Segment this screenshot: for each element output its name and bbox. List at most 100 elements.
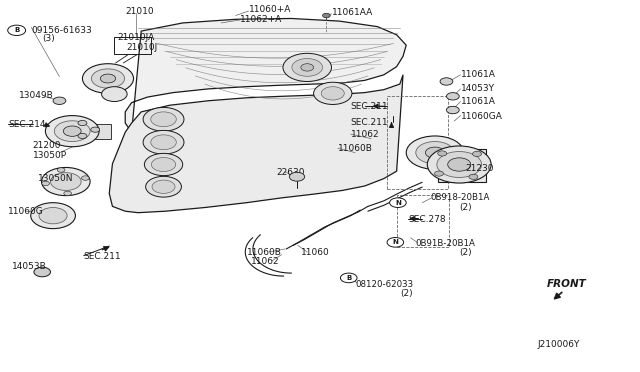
Text: SEC.211: SEC.211 (84, 252, 122, 261)
Circle shape (437, 151, 481, 177)
Circle shape (54, 121, 90, 141)
Text: 11060B: 11060B (246, 248, 282, 257)
Circle shape (31, 203, 76, 229)
Circle shape (390, 198, 406, 208)
Circle shape (321, 87, 344, 100)
Circle shape (428, 146, 491, 183)
Polygon shape (109, 75, 403, 213)
Circle shape (416, 141, 454, 164)
Text: 14053B: 14053B (12, 262, 47, 271)
Circle shape (143, 108, 184, 131)
Circle shape (387, 237, 404, 247)
Text: 21010: 21010 (125, 7, 154, 16)
Circle shape (145, 153, 182, 176)
Circle shape (78, 134, 87, 138)
Bar (438, 149, 486, 182)
Text: B: B (14, 28, 19, 33)
Text: SEC.211: SEC.211 (351, 118, 388, 127)
Circle shape (146, 176, 181, 197)
Text: 13050P: 13050P (33, 151, 67, 160)
Circle shape (469, 174, 478, 179)
Circle shape (42, 181, 49, 186)
Text: 11061A: 11061A (461, 97, 495, 106)
Circle shape (39, 208, 67, 224)
Text: SEC.211: SEC.211 (351, 102, 388, 111)
Text: FRONT: FRONT (547, 279, 586, 289)
Circle shape (426, 147, 445, 158)
Text: 09156-61633: 09156-61633 (31, 26, 92, 35)
Bar (72, 124, 111, 138)
Circle shape (283, 53, 332, 81)
Text: J210006Y: J210006Y (537, 340, 579, 349)
Polygon shape (125, 19, 406, 132)
Circle shape (438, 151, 447, 156)
Text: (2): (2) (400, 289, 412, 298)
Circle shape (447, 93, 460, 100)
Text: B: B (346, 275, 351, 281)
Text: 14053Y: 14053Y (461, 84, 495, 93)
Circle shape (152, 180, 175, 193)
Text: 08120-62033: 08120-62033 (355, 280, 413, 289)
Circle shape (45, 116, 99, 147)
Circle shape (83, 64, 134, 93)
Circle shape (314, 82, 352, 105)
Circle shape (143, 131, 184, 154)
Circle shape (435, 171, 444, 176)
Circle shape (292, 58, 323, 76)
Text: 0B918-20B1A: 0B918-20B1A (431, 193, 490, 202)
Text: 11060GA: 11060GA (461, 112, 502, 121)
Text: 13050N: 13050N (38, 174, 73, 183)
Circle shape (301, 64, 314, 71)
Text: (2): (2) (460, 203, 472, 212)
Circle shape (152, 157, 175, 171)
Circle shape (8, 25, 26, 36)
Text: 21010J: 21010J (127, 43, 157, 52)
Text: 11062+A: 11062+A (240, 15, 282, 24)
Circle shape (81, 176, 89, 180)
Bar (387, 96, 448, 189)
Circle shape (447, 106, 460, 114)
Circle shape (340, 273, 357, 283)
Text: 22630: 22630 (276, 168, 305, 177)
Circle shape (42, 167, 90, 196)
Circle shape (51, 173, 81, 190)
Circle shape (102, 87, 127, 102)
Text: SEC.278: SEC.278 (408, 215, 445, 224)
Text: 0B91B-20B1A: 0B91B-20B1A (416, 239, 476, 248)
Bar (115, 37, 152, 54)
Circle shape (53, 97, 66, 105)
Text: (2): (2) (460, 248, 472, 257)
Circle shape (63, 126, 81, 137)
Circle shape (91, 127, 100, 132)
Circle shape (151, 135, 176, 150)
Circle shape (289, 172, 305, 181)
Text: 11060B: 11060B (338, 144, 372, 153)
Text: 13049B: 13049B (19, 91, 53, 100)
Text: SEC.214: SEC.214 (8, 121, 46, 129)
Circle shape (323, 13, 330, 18)
Text: 21200: 21200 (33, 141, 61, 151)
Circle shape (440, 78, 453, 85)
Circle shape (100, 74, 116, 83)
Text: 11060G: 11060G (8, 207, 44, 216)
Circle shape (151, 112, 176, 127)
Text: 11062: 11062 (351, 130, 380, 140)
Text: 11060: 11060 (301, 248, 330, 257)
Circle shape (78, 121, 87, 126)
Text: 11060+A: 11060+A (248, 6, 291, 15)
Text: 21010JA: 21010JA (118, 33, 155, 42)
Circle shape (472, 151, 481, 157)
Circle shape (58, 168, 65, 172)
Circle shape (64, 191, 72, 196)
Text: N: N (392, 239, 398, 245)
Text: N: N (395, 200, 401, 206)
Text: 11061A: 11061A (461, 70, 495, 79)
Text: 21230: 21230 (466, 164, 494, 173)
Text: 11061AA: 11061AA (332, 8, 372, 17)
Text: (3): (3) (42, 34, 55, 44)
Circle shape (448, 158, 470, 171)
Text: 11062: 11062 (251, 257, 280, 266)
Circle shape (34, 267, 51, 277)
Circle shape (92, 69, 125, 88)
Bar (397, 195, 449, 247)
